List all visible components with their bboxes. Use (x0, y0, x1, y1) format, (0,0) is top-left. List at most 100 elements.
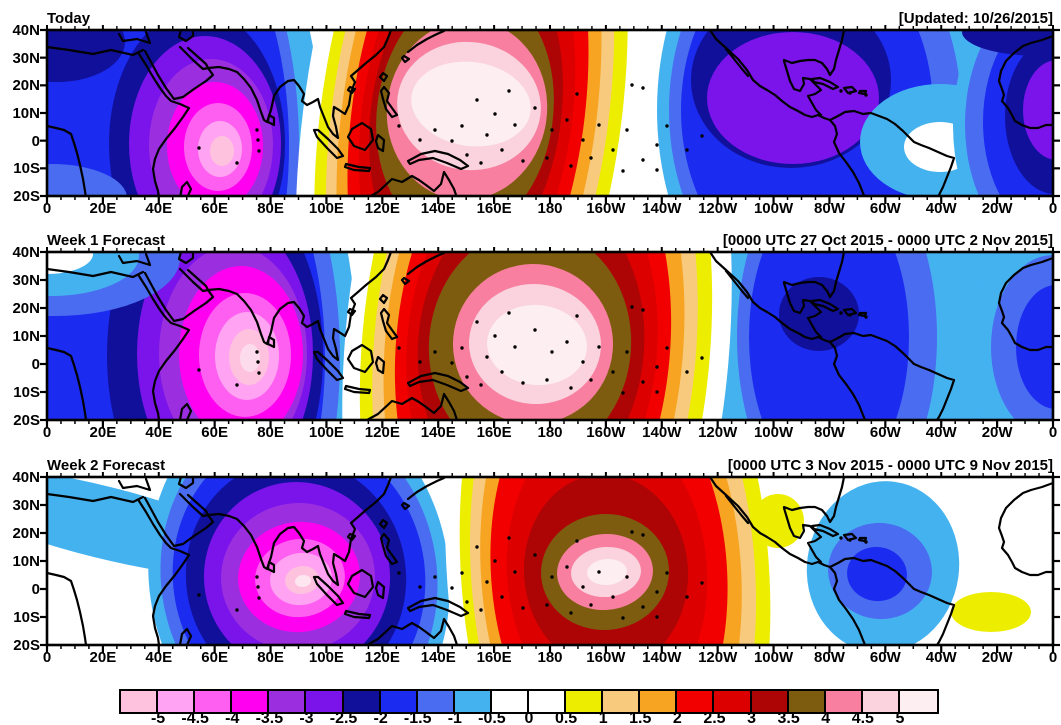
panel-period-week2: [0000 UTC 3 Nov 2015 - 0000 UTC 9 Nov 20… (727, 457, 1053, 474)
colorbar-swatch (788, 691, 826, 712)
coastlines (47, 477, 1053, 645)
x-tick-label: 120E (364, 424, 400, 441)
colorbar-swatch (417, 691, 455, 712)
colorbar-value-label: 5 (895, 710, 905, 725)
x-tick-label: 180 (537, 200, 563, 217)
x-tick-label: 100E (308, 649, 344, 666)
colorbar-swatch (232, 691, 270, 712)
panel-header-today: Today [Updated: 10/26/2015] (47, 10, 1053, 28)
x-tick-label: 20E (89, 649, 117, 666)
x-tick-label: 120W (698, 200, 738, 217)
coastlines (47, 252, 1053, 420)
x-tick-label: 140E (420, 424, 456, 441)
y-tick-label: 10S (13, 384, 40, 401)
colorbar-value-label: -3.5 (255, 710, 284, 725)
x-tick-label: 80E (257, 649, 284, 666)
x-tick-label: 60W (869, 649, 901, 666)
x-tick-label: 180 (537, 649, 563, 666)
y-tick-label: 40N (12, 244, 40, 261)
y-tick-label: 10S (13, 160, 40, 178)
x-tick-label: 20E (89, 424, 117, 441)
x-tick-label: 60E (201, 649, 228, 666)
x-tick-label: 40W (925, 200, 957, 217)
colorbar-swatch (306, 691, 344, 712)
colorbar-swatch (454, 691, 492, 712)
colorbar-swatch (380, 691, 418, 712)
colorbar-value-label: -1 (447, 710, 462, 725)
x-tick-label: 140E (420, 200, 456, 217)
x-tick-label: 160E (476, 424, 512, 441)
x-tick-label: 60E (201, 424, 228, 441)
colorbar-swatch (640, 691, 678, 712)
colorbar-value-label: -4.5 (181, 710, 209, 725)
colorbar-swatch (862, 691, 900, 712)
x-tick-label: 140E (420, 649, 456, 666)
y-tick-label: 40N (12, 22, 40, 39)
x-tick-label: 40W (925, 424, 957, 441)
y-tick-label: 30N (12, 497, 40, 514)
x-tick-label: 120E (364, 200, 400, 217)
y-tick-label: 30N (12, 272, 40, 289)
colorbar-swatch (158, 691, 196, 712)
y-tick-label: 10N (12, 105, 40, 122)
panel-title-week2: Week 2 Forecast (47, 457, 166, 474)
x-tick-label: 0 (42, 424, 52, 441)
colorbar-swatch (121, 691, 159, 712)
x-tick-label: 80W (814, 649, 845, 666)
panel-header-week1: Week 1 Forecast [0000 UTC 27 Oct 2015 - … (47, 232, 1053, 250)
panel-map-0 (40, 25, 1060, 204)
x-tick-label: 160W (586, 424, 626, 441)
x-tick-label: 120W (698, 649, 738, 666)
colorbar-value-label: 1 (598, 710, 608, 725)
colorbar-value-label: 4 (821, 710, 831, 725)
panel-map-1 (40, 247, 1060, 428)
y-tick-label: 10N (12, 328, 40, 345)
y-tick-label: 0 (31, 356, 40, 373)
x-tick-label: 20W (981, 200, 1013, 217)
colorbar-swatch (269, 691, 307, 712)
x-tick-label: 160W (586, 200, 626, 217)
x-tick-label: 140W (642, 649, 682, 666)
colorbar-swatch (603, 691, 641, 712)
x-tick-label: 20E (89, 200, 117, 217)
colorbar-value-label: -0.5 (478, 710, 506, 725)
x-tick-label: 140W (642, 200, 682, 217)
x-tick-label: 0 (1048, 200, 1058, 217)
x-tick-label: 160E (476, 649, 512, 666)
x-tick-label: 60W (869, 200, 901, 217)
x-tick-label: 160E (476, 200, 512, 217)
x-tick-label: 0 (1048, 649, 1058, 666)
colorbar (119, 689, 939, 714)
colorbar-value-label: -2 (373, 710, 388, 725)
colorbar-swatch (566, 691, 604, 712)
colorbar-swatch (751, 691, 789, 712)
x-tick-label: 40E (145, 200, 173, 217)
x-tick-label: 180 (537, 424, 563, 441)
y-tick-label: 20S (13, 637, 40, 654)
colorbar-swatch (714, 691, 752, 712)
y-tick-label: 10N (12, 553, 40, 570)
colorbar-swatch (529, 691, 567, 712)
colorbar-value-label: 0.5 (554, 710, 578, 725)
panel-header-week2: Week 2 Forecast [0000 UTC 3 Nov 2015 - 0… (47, 457, 1053, 475)
y-tick-label: 20N (12, 300, 40, 317)
colorbar-value-label: -3 (299, 710, 314, 725)
y-tick-label: 30N (12, 49, 40, 67)
x-tick-label: 60W (869, 424, 901, 441)
x-tick-label: 0 (42, 649, 52, 666)
x-tick-label: 40E (145, 649, 173, 666)
colorbar-swatch (825, 691, 863, 712)
y-tick-label: 20N (12, 525, 40, 542)
x-tick-label: 20W (981, 424, 1013, 441)
coastlines (47, 30, 1053, 196)
x-tick-label: 0 (42, 200, 52, 217)
x-tick-label: 80E (257, 200, 284, 217)
x-tick-label: 100E (308, 424, 344, 441)
x-tick-label: 60E (201, 200, 228, 217)
y-tick-label: 10S (13, 609, 40, 626)
panel-title-today: Today (47, 10, 91, 27)
y-tick-label: 20S (13, 412, 40, 429)
colorbar-value-label: 2 (672, 710, 682, 725)
x-tick-label: 0 (1048, 424, 1058, 441)
